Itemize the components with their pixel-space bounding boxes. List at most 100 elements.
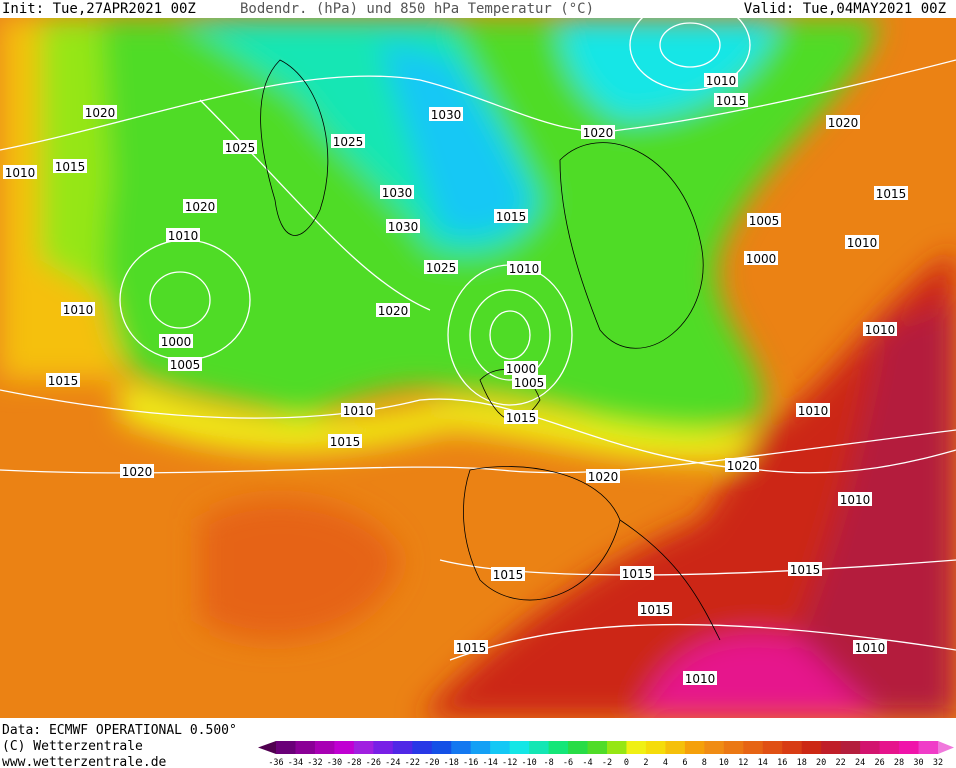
- colorbar-box: [529, 741, 550, 754]
- colorbar-box: [840, 741, 861, 754]
- colorbar-box: [918, 741, 939, 754]
- colorbar-label: -22: [405, 758, 420, 768]
- isobar-label-box: [796, 403, 830, 417]
- colorbar-label: 22: [836, 758, 846, 768]
- colorbar-box: [704, 741, 725, 754]
- isobar-label: 1010: [63, 303, 94, 317]
- website: www.wetterzentrale.de: [2, 755, 167, 768]
- isobar-label-box: [845, 235, 879, 249]
- isobar-label: 1000: [506, 362, 537, 376]
- isobar-label: 1005: [514, 376, 545, 390]
- isobar-label-box: [424, 260, 458, 274]
- isobar-label-box: [159, 334, 193, 348]
- colorbar-box: [509, 741, 530, 754]
- isobar-label: 1015: [716, 94, 747, 108]
- colorbar-label: -36: [268, 758, 283, 768]
- header-bar: [0, 0, 956, 18]
- isobar-label: 1025: [225, 141, 256, 155]
- isobar-label-box: [863, 322, 897, 336]
- isobar-label-box: [494, 209, 528, 223]
- isobar-label-box: [504, 410, 538, 424]
- isobar-label: 1015: [48, 374, 79, 388]
- isobar-label-box: [853, 640, 887, 654]
- isobar-label-box: [341, 403, 375, 417]
- isobar-label-box: [788, 562, 822, 576]
- colorbar-box: [626, 741, 647, 754]
- isobar-label-box: [620, 566, 654, 580]
- isobar-label: 1020: [588, 470, 619, 484]
- colorbar-box: [645, 741, 666, 754]
- colorbar-box: [276, 741, 296, 754]
- colorbar-label: -30: [327, 758, 342, 768]
- colorbar-label: -10: [521, 758, 536, 768]
- isobar-label-box: [744, 251, 778, 265]
- map-field: [0, 18, 956, 718]
- isobar-label-box: [581, 125, 615, 139]
- isobar-label: 1010: [840, 493, 871, 507]
- isobar-label-box: [376, 303, 410, 317]
- init-time: Init: Tue,27APR2021 00Z: [2, 1, 196, 17]
- colorbar-box: [470, 741, 491, 754]
- isobar-label: 1010: [855, 641, 886, 655]
- isobar-label: 1030: [382, 186, 413, 200]
- isobar-label: 1010: [168, 229, 199, 243]
- isobar-label-box: [826, 115, 860, 129]
- isobar-label: 1020: [583, 126, 614, 140]
- isobar-label-box: [874, 186, 908, 200]
- colorbar-label: -28: [346, 758, 361, 768]
- colorbar-label: 16: [777, 758, 787, 768]
- colorbar-label: 28: [894, 758, 904, 768]
- colorbar-label: 6: [682, 758, 687, 768]
- colorbar-label: -2: [602, 758, 612, 768]
- isobar-label-box: [223, 140, 257, 154]
- isobar-label: 1025: [426, 261, 457, 275]
- colorbar-box: [587, 741, 608, 754]
- isobar-label-box: [725, 458, 759, 472]
- colorbar-box: [801, 741, 822, 754]
- isobar-label-box: [491, 567, 525, 581]
- colorbar-label: 12: [738, 758, 748, 768]
- isobar-label-box: [504, 361, 538, 375]
- isobar-label-box: [331, 134, 365, 148]
- colorbar-box: [295, 741, 316, 754]
- isobar-label: 1015: [55, 160, 86, 174]
- isobar-label: 1030: [431, 108, 462, 122]
- isobar-label-box: [61, 302, 95, 316]
- colorbar-label: 24: [855, 758, 865, 768]
- isobar-label: 1015: [506, 411, 537, 425]
- colorbar-label: -6: [563, 758, 573, 768]
- colorbar-label: -24: [385, 758, 400, 768]
- isobar-label: 1015: [640, 603, 671, 617]
- colorbar-box: [548, 741, 569, 754]
- colorbar-label: -16: [463, 758, 478, 768]
- colorbar-label: 8: [702, 758, 707, 768]
- colorbar-box: [412, 741, 433, 754]
- colorbar-label: -12: [502, 758, 517, 768]
- isobar-label-box: [3, 165, 37, 179]
- colorbar-box: [782, 741, 803, 754]
- colorbar-label: -8: [543, 758, 553, 768]
- isobar-label-box: [512, 375, 546, 389]
- isobar-label-box: [166, 228, 200, 242]
- colorbar-box: [723, 741, 744, 754]
- isobar-label: 1015: [330, 435, 361, 449]
- map-title: Bodendr. (hPa) und 850 hPa Temperatur (°…: [240, 1, 594, 17]
- isobar-label: 1015: [493, 568, 524, 582]
- isobar-label: 1010: [706, 74, 737, 88]
- colorbar-label: -26: [366, 758, 381, 768]
- isobar-label-box: [838, 492, 872, 506]
- valid-time: Valid: Tue,04MAY2021 00Z: [744, 1, 946, 17]
- isobar-label-box: [46, 373, 80, 387]
- colorbar-box: [568, 741, 589, 754]
- isobar-label: 1010: [343, 404, 374, 418]
- isobar-label-box: [454, 640, 488, 654]
- colorbar-label: -18: [444, 758, 459, 768]
- isobar-label: 1020: [378, 304, 409, 318]
- isobar-label: 1020: [185, 200, 216, 214]
- colorbar-box: [392, 741, 413, 754]
- colorbar-box: [451, 741, 472, 754]
- isobar-label: 1010: [847, 236, 878, 250]
- isobar-label: 1015: [456, 641, 487, 655]
- colorbar-label: -20: [424, 758, 439, 768]
